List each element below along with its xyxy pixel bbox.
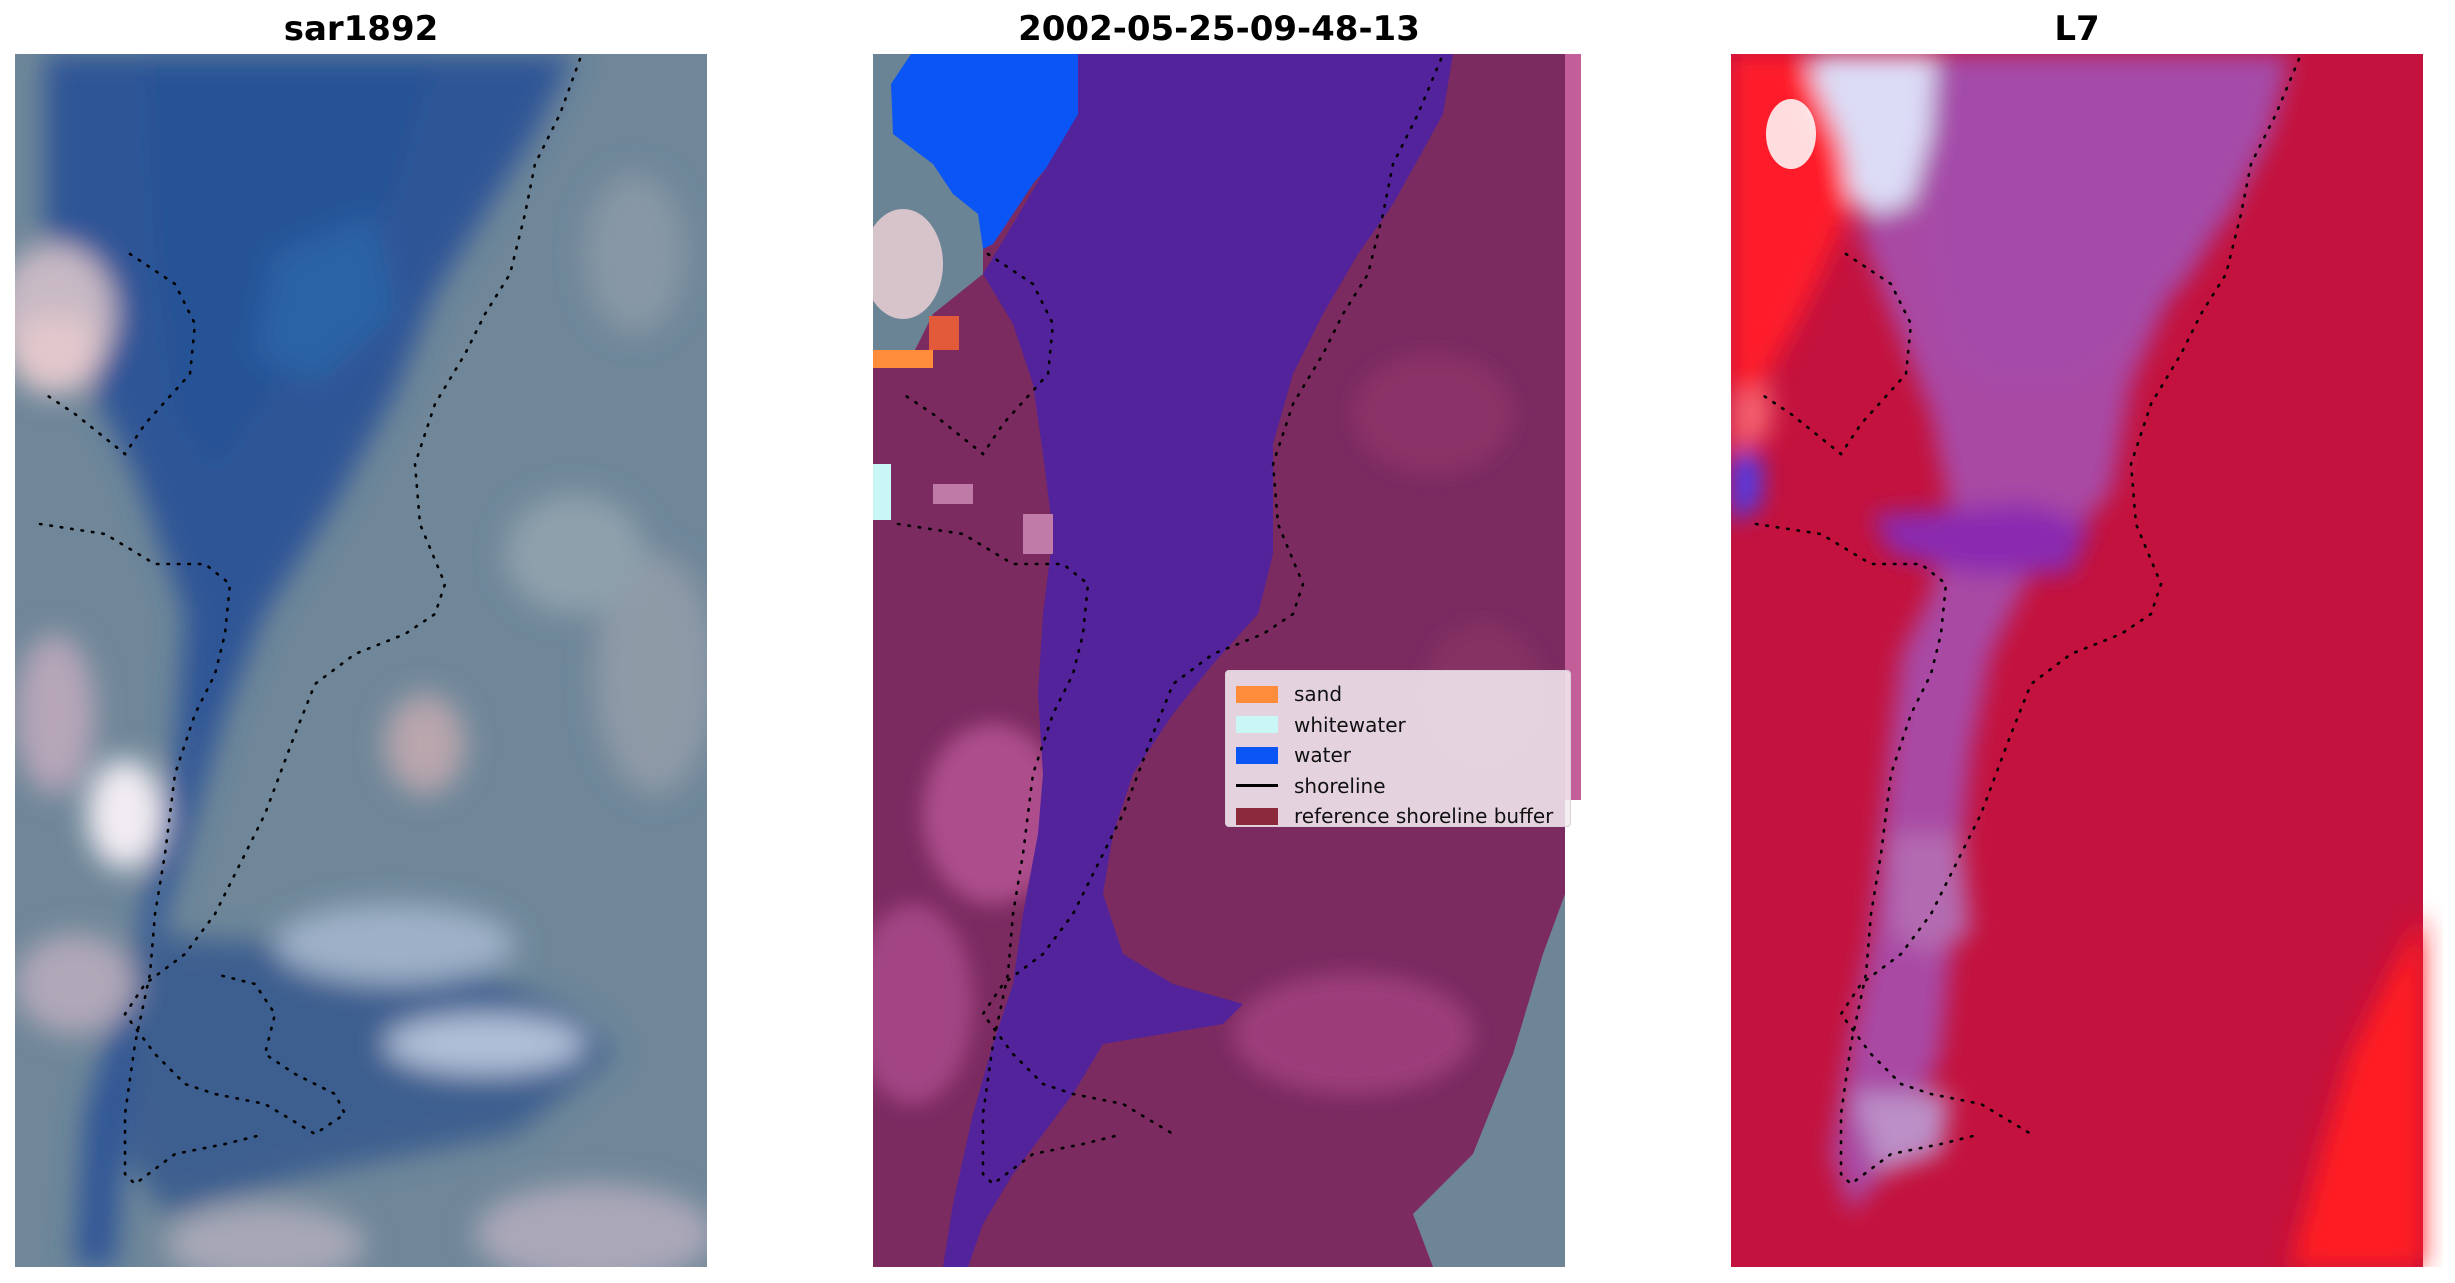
classified-image xyxy=(873,54,1581,1267)
water-swatch xyxy=(1236,746,1278,764)
panel-title-satellite: L7 xyxy=(2054,9,2100,49)
legend-item-water: water xyxy=(1236,740,1560,771)
legend: sand whitewater water shoreline referenc… xyxy=(1225,670,1571,828)
legend-label: reference shoreline buffer xyxy=(1294,804,1554,829)
panel-title-date: 2002-05-25-09-48-13 xyxy=(1018,9,1420,49)
mndwi-image xyxy=(1731,54,2423,1267)
reference-buffer-swatch xyxy=(1236,807,1278,825)
legend-item-reference-shoreline-buffer: reference shoreline buffer xyxy=(1236,801,1560,832)
legend-label: sand xyxy=(1294,682,1343,707)
legend-item-whitewater: whitewater xyxy=(1236,710,1560,741)
rgb-image-panel xyxy=(15,54,707,1267)
sand-swatch xyxy=(1236,685,1278,703)
whitewater-swatch xyxy=(1236,716,1278,734)
legend-label: shoreline xyxy=(1294,773,1386,798)
rgb-image xyxy=(15,54,707,1267)
legend-item-shoreline: shoreline xyxy=(1236,771,1560,802)
legend-label: whitewater xyxy=(1294,712,1406,737)
legend-item-sand: sand xyxy=(1236,679,1560,710)
legend-label: water xyxy=(1294,743,1351,768)
shoreline-line-swatch xyxy=(1236,784,1278,788)
mndwi-image-panel xyxy=(1731,54,2443,1267)
classified-image-panel xyxy=(873,54,1581,1267)
panel-title-rgb: sar1892 xyxy=(283,9,439,49)
